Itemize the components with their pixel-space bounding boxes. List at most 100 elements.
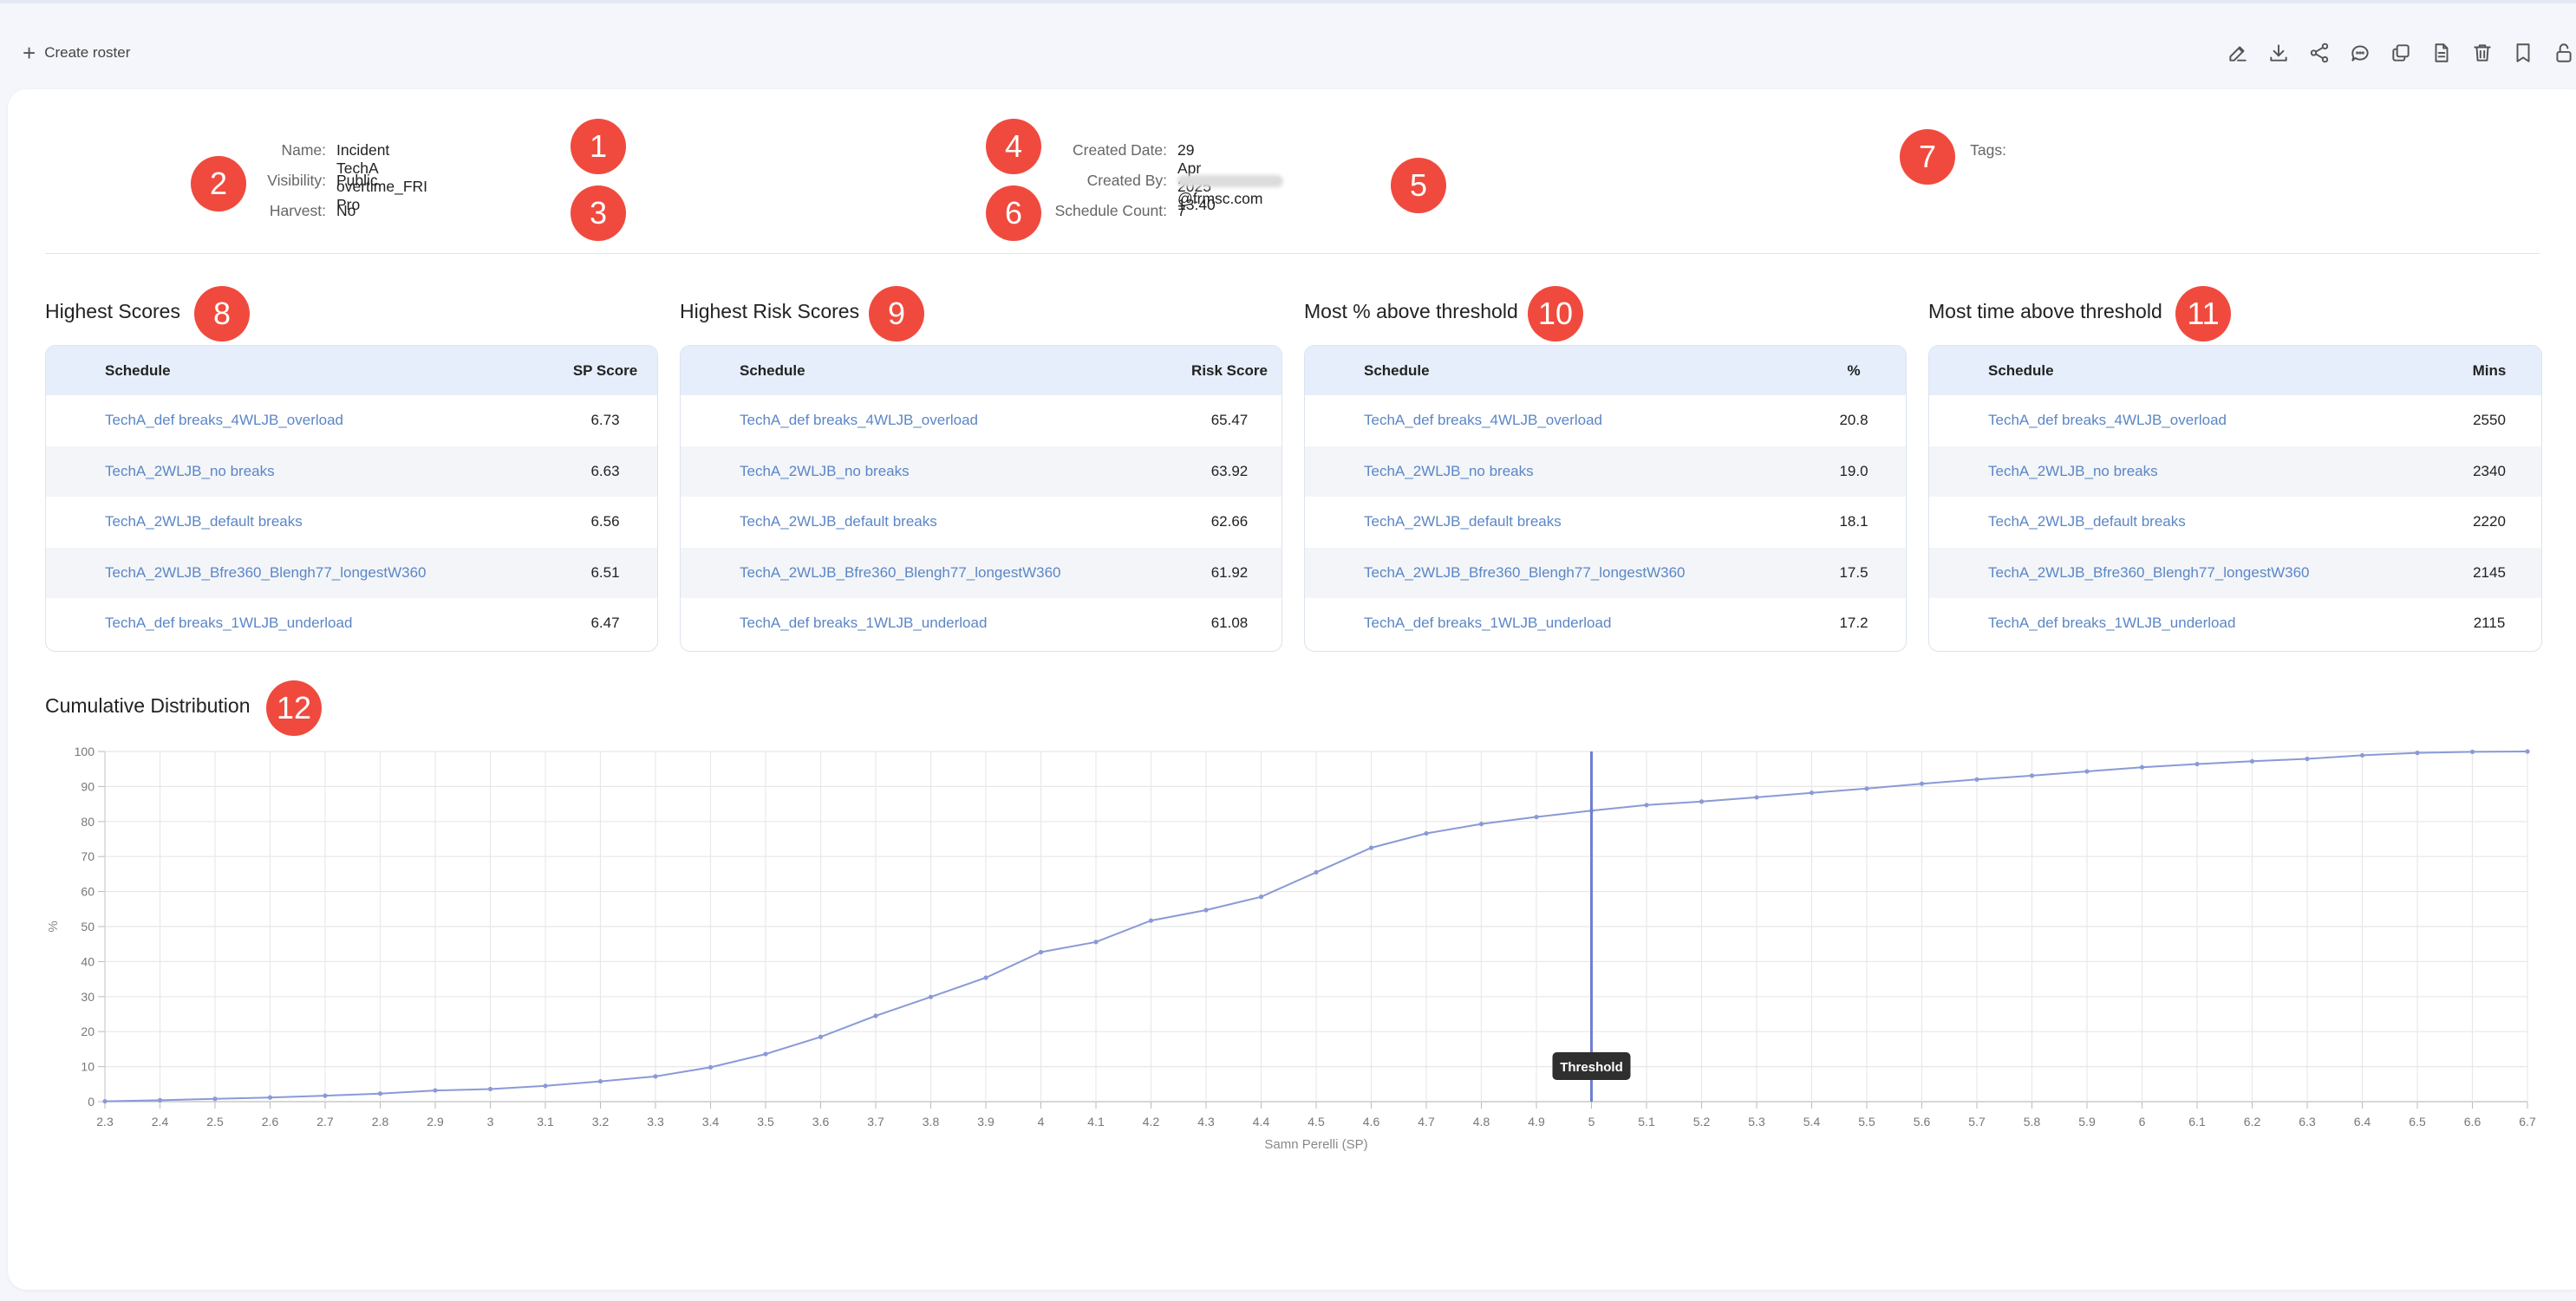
name-label: Name:	[281, 141, 326, 159]
create-roster-button[interactable]: + Create roster	[23, 40, 130, 66]
cell-value: 2340	[2473, 462, 2506, 479]
cell-value: 17.5	[1839, 563, 1868, 581]
cell-value: 61.92	[1210, 563, 1249, 581]
column-header-schedule: Schedule	[740, 361, 805, 379]
harvest-value: No	[336, 202, 356, 219]
table-row: TechA_def breaks_4WLJB_overload 20.8	[1305, 395, 1906, 446]
schedule-link[interactable]: TechA_def breaks_4WLJB_overload	[1364, 412, 1602, 429]
schedule-link[interactable]: TechA_2WLJB_default breaks	[740, 513, 937, 530]
download-icon[interactable]	[2266, 38, 2291, 68]
table-row: TechA_def breaks_4WLJB_overload 65.47	[681, 395, 1281, 446]
schedule-link[interactable]: TechA_2WLJB_Bfre360_Blengh77_longestW360	[1364, 563, 1686, 581]
table-header: Schedule Mins	[1929, 346, 2541, 395]
table-row: TechA_def breaks_1WLJB_underload 17.2	[1305, 598, 1906, 649]
harvest-label: Harvest:	[269, 202, 326, 219]
cell-value: 63.92	[1210, 462, 1249, 479]
schedule-link[interactable]: TechA_2WLJB_no breaks	[1988, 462, 2158, 479]
table-row: TechA_2WLJB_default breaks 18.1	[1305, 497, 1906, 548]
column-header-value: Risk Score	[1191, 361, 1268, 379]
visibility-label: Visibility:	[267, 172, 326, 189]
table-row: TechA_def breaks_1WLJB_underload 6.47	[46, 598, 657, 649]
table-header: Schedule SP Score	[46, 346, 657, 395]
toolbar	[2226, 38, 2576, 68]
divider	[45, 253, 2540, 254]
cell-value: 2550	[2473, 412, 2506, 429]
schedule-link[interactable]: TechA_2WLJB_no breaks	[105, 462, 275, 479]
callout-badge: 9	[869, 286, 924, 342]
table-header: Schedule %	[1305, 346, 1906, 395]
schedule-link[interactable]: TechA_2WLJB_default breaks	[1988, 513, 2186, 530]
cell-value: 6.51	[590, 563, 620, 581]
table-row: TechA_2WLJB_default breaks 2220	[1929, 497, 2541, 548]
created-date-label: Created Date:	[1073, 141, 1167, 159]
table-row: TechA_2WLJB_Bfre360_Blengh77_longestW360…	[1929, 547, 2541, 598]
column-header-value: %	[1847, 361, 1861, 379]
cell-value: 19.0	[1839, 462, 1868, 479]
schedule-link[interactable]: TechA_2WLJB_default breaks	[105, 513, 303, 530]
bookmark-icon[interactable]	[2511, 38, 2535, 68]
document-icon[interactable]	[2429, 38, 2454, 68]
redacted-username	[1177, 175, 1283, 188]
schedule-link[interactable]: TechA_2WLJB_Bfre360_Blengh77_longestW360	[740, 563, 1061, 581]
cell-value: 6.47	[590, 615, 620, 632]
visibility-value: Public	[336, 172, 378, 189]
plus-icon: +	[23, 40, 36, 66]
highest-scores-title: Highest Scores	[45, 300, 180, 322]
column-header-schedule: Schedule	[1364, 361, 1430, 379]
callout-badge: 7	[1900, 129, 1955, 185]
cell-value: 2220	[2473, 513, 2506, 530]
most-time-above-threshold-title: Most time above threshold	[1928, 300, 2162, 322]
schedule-link[interactable]: TechA_2WLJB_no breaks	[740, 462, 910, 479]
schedule-link[interactable]: TechA_def breaks_1WLJB_underload	[1988, 615, 2236, 632]
pencil-icon[interactable]	[2226, 38, 2250, 68]
table-row: TechA_2WLJB_Bfre360_Blengh77_longestW360…	[46, 547, 657, 598]
schedule-link[interactable]: TechA_def breaks_1WLJB_underload	[105, 615, 353, 632]
created-by-value: @frmsc.com	[1177, 172, 1285, 208]
table-row: TechA_2WLJB_no breaks 63.92	[681, 446, 1281, 497]
cell-value: 6.56	[590, 513, 620, 530]
cell-value: 2115	[2473, 615, 2506, 632]
schedule-link[interactable]: TechA_def breaks_1WLJB_underload	[740, 615, 988, 632]
callout-badge: 1	[571, 119, 626, 174]
table-row: TechA_2WLJB_default breaks 6.56	[46, 497, 657, 548]
cell-value: 65.47	[1210, 412, 1249, 429]
schedule-link[interactable]: TechA_def breaks_4WLJB_overload	[740, 412, 978, 429]
create-roster-label: Create roster	[44, 44, 131, 61]
cell-value: 62.66	[1210, 513, 1249, 530]
table-row: TechA_2WLJB_Bfre360_Blengh77_longestW360…	[681, 547, 1281, 598]
schedule-link[interactable]: TechA_2WLJB_Bfre360_Blengh77_longestW360	[105, 563, 427, 581]
schedule-link[interactable]: TechA_2WLJB_default breaks	[1364, 513, 1562, 530]
callout-badge: 5	[1391, 158, 1446, 213]
column-header-schedule: Schedule	[1988, 361, 2054, 379]
table-row: TechA_2WLJB_default breaks 62.66	[681, 497, 1281, 548]
highest-risk-scores-table: Schedule Risk Score TechA_def breaks_4WL…	[680, 345, 1282, 652]
cumulative-distribution-title: Cumulative Distribution	[45, 694, 251, 717]
comment-icon[interactable]	[2348, 38, 2372, 68]
created-by-domain: @frmsc.com	[1177, 190, 1263, 207]
tags-label: Tags:	[1970, 141, 2006, 159]
table-row: TechA_def breaks_1WLJB_underload 2115	[1929, 598, 2541, 649]
table-row: TechA_2WLJB_no breaks 2340	[1929, 446, 2541, 497]
lock-icon[interactable]	[2552, 38, 2576, 68]
copy-icon[interactable]	[2389, 38, 2413, 68]
schedule-link[interactable]: TechA_2WLJB_no breaks	[1364, 462, 1534, 479]
name-value: Incident TechA overtime_FRI Pro	[336, 141, 428, 213]
roster-card	[8, 89, 2576, 1290]
cell-value: 61.08	[1210, 615, 1249, 632]
column-header-value: SP Score	[572, 361, 638, 379]
top-border	[0, 0, 2576, 3]
table-row: TechA_2WLJB_no breaks 19.0	[1305, 446, 1906, 497]
callout-badge: 12	[266, 680, 322, 736]
schedule-link[interactable]: TechA_def breaks_1WLJB_underload	[1364, 615, 1612, 632]
schedule-link[interactable]: TechA_def breaks_4WLJB_overload	[1988, 412, 2227, 429]
highest-risk-scores-title: Highest Risk Scores	[680, 300, 860, 322]
schedule-link[interactable]: TechA_2WLJB_Bfre360_Blengh77_longestW360	[1988, 563, 2310, 581]
cell-value: 18.1	[1839, 513, 1868, 530]
table-row: TechA_def breaks_1WLJB_underload 61.08	[681, 598, 1281, 649]
schedule-link[interactable]: TechA_def breaks_4WLJB_overload	[105, 412, 343, 429]
share-icon[interactable]	[2307, 38, 2331, 68]
trash-icon[interactable]	[2470, 38, 2494, 68]
callout-badge: 3	[571, 185, 626, 241]
most-percent-above-threshold-table: Schedule % TechA_def breaks_4WLJB_overlo…	[1304, 345, 1907, 652]
column-header-value: Mins	[2472, 361, 2507, 379]
